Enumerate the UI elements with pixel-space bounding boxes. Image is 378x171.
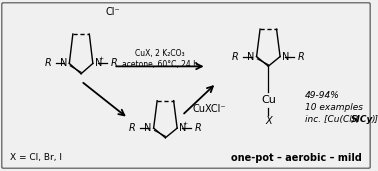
Text: R: R bbox=[298, 52, 304, 62]
Text: N: N bbox=[179, 123, 186, 133]
Text: N: N bbox=[282, 52, 290, 62]
Text: R: R bbox=[232, 52, 239, 62]
Text: 49-94%: 49-94% bbox=[305, 91, 339, 100]
Text: X: X bbox=[265, 116, 272, 126]
Text: SICy: SICy bbox=[351, 115, 373, 124]
Text: N: N bbox=[144, 123, 152, 133]
Text: R: R bbox=[195, 123, 201, 133]
Text: acetone, 60°C, 24 h: acetone, 60°C, 24 h bbox=[121, 60, 197, 69]
Text: Cl⁻: Cl⁻ bbox=[105, 8, 120, 17]
Text: N: N bbox=[60, 58, 67, 68]
Text: inc. [Cu(Cl)(: inc. [Cu(Cl)( bbox=[305, 115, 358, 124]
Text: +: + bbox=[182, 121, 187, 126]
Text: CuX, 2 K₂CO₃: CuX, 2 K₂CO₃ bbox=[135, 49, 184, 58]
Text: N: N bbox=[247, 52, 255, 62]
Text: X = Cl, Br, I: X = Cl, Br, I bbox=[11, 153, 62, 162]
Text: R: R bbox=[129, 123, 136, 133]
Text: 10 examples: 10 examples bbox=[305, 103, 363, 112]
FancyBboxPatch shape bbox=[2, 3, 370, 168]
Text: R: R bbox=[110, 58, 117, 68]
Text: CuXCl⁻: CuXCl⁻ bbox=[193, 103, 226, 114]
Text: )]: )] bbox=[371, 115, 378, 124]
Text: N: N bbox=[95, 58, 102, 68]
Text: R: R bbox=[45, 58, 52, 68]
Text: one-pot – aerobic – mild: one-pot – aerobic – mild bbox=[231, 153, 361, 163]
Text: +: + bbox=[98, 56, 103, 61]
Text: Cu: Cu bbox=[261, 95, 276, 105]
